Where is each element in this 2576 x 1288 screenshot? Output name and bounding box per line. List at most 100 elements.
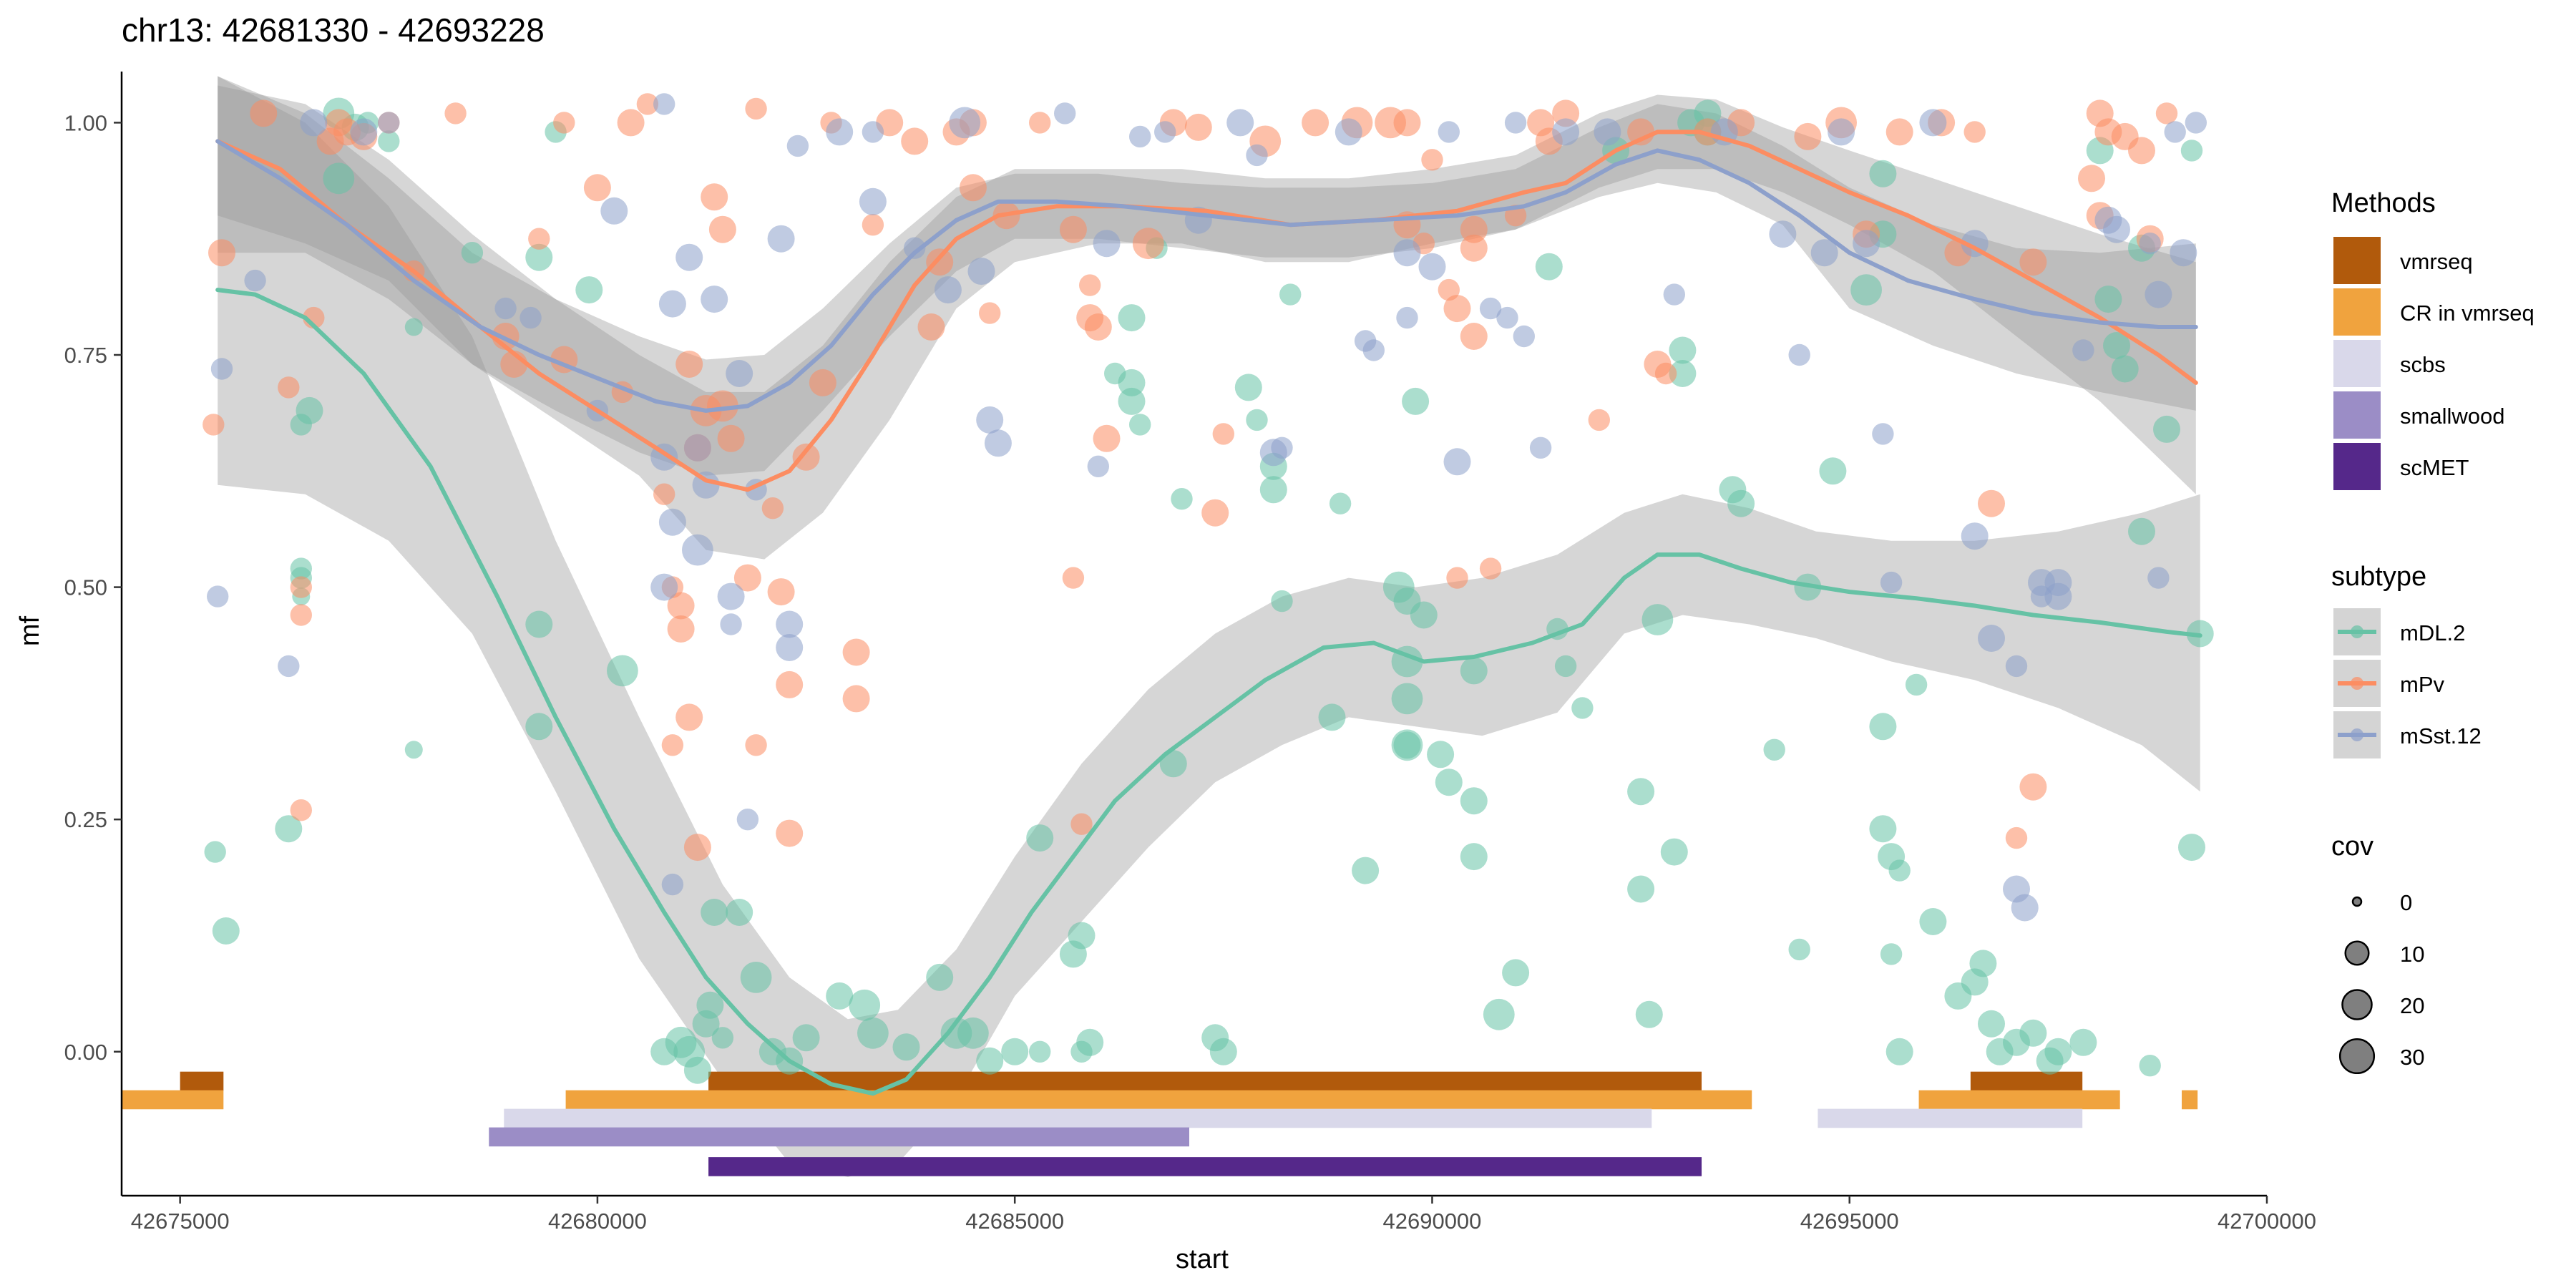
data-point bbox=[525, 243, 553, 271]
data-point bbox=[210, 358, 233, 380]
legend-key-swatch bbox=[2333, 391, 2381, 439]
data-point bbox=[404, 741, 423, 759]
data-point bbox=[2078, 165, 2105, 192]
x-tick-label: 42700000 bbox=[2218, 1209, 2316, 1234]
data-point bbox=[1329, 492, 1352, 514]
data-point bbox=[1627, 875, 1655, 903]
data-point bbox=[278, 655, 300, 678]
legend-key-point bbox=[2351, 728, 2363, 741]
data-point bbox=[2145, 280, 2172, 308]
data-point bbox=[926, 963, 954, 991]
data-point bbox=[1001, 1038, 1029, 1065]
y-tick-label: 1.00 bbox=[64, 110, 107, 135]
data-point bbox=[1978, 625, 2005, 652]
legend-key-point bbox=[2351, 677, 2363, 690]
data-point bbox=[1819, 457, 1847, 485]
data-point bbox=[1885, 118, 1913, 146]
data-point bbox=[1059, 215, 1087, 243]
data-point bbox=[1427, 741, 1455, 769]
region-bar bbox=[180, 1071, 224, 1091]
data-point bbox=[494, 297, 517, 320]
data-point bbox=[1810, 239, 1838, 267]
data-point bbox=[1084, 313, 1112, 341]
plot-area bbox=[122, 76, 2214, 1177]
data-point bbox=[290, 576, 312, 598]
data-point bbox=[1234, 374, 1262, 401]
data-point bbox=[1259, 476, 1287, 504]
legend-size-key bbox=[2344, 940, 2370, 966]
data-point bbox=[707, 390, 738, 422]
data-point bbox=[2170, 239, 2197, 267]
data-point bbox=[1588, 409, 1610, 431]
data-point bbox=[1552, 118, 1580, 146]
data-point bbox=[2072, 339, 2094, 361]
region-bar bbox=[122, 1090, 224, 1110]
smooth-line bbox=[215, 288, 2202, 1096]
data-point bbox=[1318, 703, 1346, 731]
data-point bbox=[444, 102, 467, 125]
data-point bbox=[1627, 118, 1655, 146]
data-point bbox=[917, 313, 945, 341]
data-point bbox=[1978, 1010, 2005, 1038]
data-point bbox=[1769, 220, 1797, 248]
data-point bbox=[1171, 488, 1193, 510]
data-point bbox=[208, 239, 235, 267]
data-point bbox=[1118, 387, 1146, 415]
data-point bbox=[607, 655, 638, 687]
legend-key-label: CR in vmrseq bbox=[2400, 301, 2534, 326]
data-point bbox=[1969, 950, 1997, 977]
data-point bbox=[862, 214, 884, 236]
data-point bbox=[583, 174, 611, 202]
x-tick-label: 42675000 bbox=[131, 1209, 230, 1234]
region-bar bbox=[489, 1127, 1190, 1147]
smooth-line bbox=[215, 130, 2198, 492]
data-point bbox=[826, 982, 854, 1010]
region-bar bbox=[565, 1090, 1752, 1110]
data-point bbox=[2019, 1019, 2047, 1047]
data-point bbox=[2164, 121, 2186, 143]
data-point bbox=[959, 174, 987, 202]
data-point bbox=[1402, 387, 1430, 415]
data-point bbox=[1669, 336, 1697, 364]
data-point bbox=[776, 670, 804, 698]
data-point bbox=[1669, 360, 1697, 387]
data-point bbox=[1279, 283, 1302, 306]
data-point bbox=[2180, 140, 2203, 162]
data-point bbox=[740, 962, 772, 993]
data-point bbox=[696, 991, 724, 1019]
data-point bbox=[378, 130, 400, 152]
data-point bbox=[1435, 769, 1463, 796]
data-point bbox=[1963, 121, 1986, 143]
data-point bbox=[1479, 297, 1502, 320]
data-point bbox=[2005, 655, 2028, 678]
data-point bbox=[1654, 362, 1677, 385]
data-point bbox=[2019, 248, 2047, 276]
data-point bbox=[1828, 118, 1855, 146]
data-point bbox=[1660, 838, 1688, 866]
data-point bbox=[1888, 859, 1911, 882]
data-point bbox=[892, 1033, 920, 1061]
data-point bbox=[717, 582, 745, 610]
data-point bbox=[745, 97, 767, 120]
data-point bbox=[1788, 343, 1810, 366]
legend-key-swatch bbox=[2333, 288, 2381, 336]
region-bar bbox=[708, 1071, 1702, 1091]
data-point bbox=[776, 819, 804, 847]
data-point bbox=[2128, 517, 2155, 545]
x-tick-label: 42685000 bbox=[965, 1209, 1064, 1234]
data-point bbox=[1029, 1040, 1051, 1063]
data-point bbox=[1226, 109, 1254, 137]
data-point bbox=[683, 434, 711, 462]
legend-size-key bbox=[2341, 989, 2373, 1020]
legend-title-subtype: subtype bbox=[2331, 562, 2426, 592]
data-point bbox=[701, 286, 728, 313]
legend-key-label: mPv bbox=[2400, 672, 2445, 697]
data-point bbox=[2147, 567, 2170, 589]
data-point bbox=[525, 713, 553, 741]
y-tick-label: 0.25 bbox=[64, 807, 107, 832]
data-point bbox=[275, 815, 303, 843]
legend-key-label: scMET bbox=[2400, 455, 2469, 480]
data-point bbox=[1443, 448, 1471, 476]
legend-size-key bbox=[2351, 896, 2363, 907]
data-point bbox=[976, 406, 1004, 434]
